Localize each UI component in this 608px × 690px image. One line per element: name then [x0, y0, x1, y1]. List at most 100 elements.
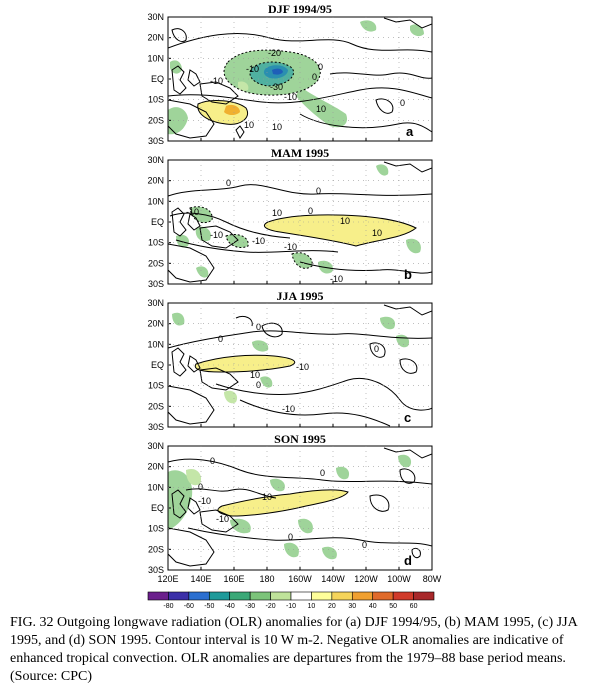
longitude-labels: 120E 140E 160E 180 160W 140W 120W 100W 80W — [157, 574, 441, 584]
svg-text:-10: -10 — [186, 207, 199, 217]
svg-text:0: 0 — [210, 456, 215, 466]
lat-label: EQ — [151, 74, 164, 84]
panel-a-tag: a — [406, 124, 414, 139]
panel-b: MAM 1995 — [147, 146, 433, 289]
svg-text:10: 10 — [372, 228, 382, 238]
lat-label: 20N — [147, 176, 164, 186]
svg-text:10: 10 — [316, 104, 326, 114]
lat-label: 10N — [147, 53, 164, 63]
lat-label: 20N — [147, 462, 164, 472]
panel-c-clabels: 0 0 0 10 -10 0 -10 — [218, 322, 379, 414]
colorbar-label: -50 — [204, 603, 214, 610]
panel-b-land — [168, 161, 432, 283]
lat-label: 30N — [147, 155, 164, 165]
lon-label: 160E — [223, 574, 244, 584]
colorbar-label: 40 — [369, 603, 377, 610]
colorbar-swatch — [147, 591, 169, 601]
lon-label: 120W — [354, 574, 378, 584]
lat-label: EQ — [151, 217, 164, 227]
panel-a-clabels: -20 -10 0 -10 -30 0 -10 10 10 10 0 — [210, 48, 405, 132]
colorbar-swatch — [208, 591, 231, 601]
lat-label: 30N — [147, 441, 164, 451]
colorbar-label: -20 — [266, 603, 276, 610]
colorbar-swatch — [392, 591, 414, 601]
lat-label: 10N — [147, 196, 164, 206]
lon-label: 120E — [157, 574, 178, 584]
colorbar-label: -80 — [163, 603, 173, 610]
lat-label: 30S — [148, 565, 164, 575]
colorbar-label: 10 — [308, 603, 316, 610]
colorbar-swatch — [372, 591, 394, 601]
lon-label: 100W — [387, 574, 411, 584]
svg-text:0: 0 — [400, 98, 405, 108]
panel-c-land — [168, 304, 432, 425]
lat-label: EQ — [151, 503, 164, 513]
lat-label: 30N — [147, 298, 164, 308]
lat-label: 10S — [148, 381, 164, 391]
lat-label: 30S — [148, 136, 164, 146]
panel-b-tag: b — [404, 267, 412, 282]
panel-b-clabels: 0 0 -10 -10 10 10 -10 0 10 -10 -10 — [186, 178, 382, 284]
lon-label: 140W — [321, 574, 345, 584]
panel-c: JJA 1995 — [147, 289, 433, 432]
lat-label: 20S — [148, 401, 164, 411]
panel-a: DJF 1994/95 — [147, 2, 433, 146]
svg-text:-10: -10 — [210, 76, 223, 86]
panel-d-lat-labels: 30N 20N 10N EQ 10S 20S 30S — [147, 441, 432, 575]
figure-caption: FIG. 32 Outgoing longwave radiation (OLR… — [10, 615, 577, 684]
panel-c-title: JJA 1995 — [276, 289, 323, 303]
panel-b-title: MAM 1995 — [271, 146, 329, 160]
svg-text:0: 0 — [316, 186, 321, 196]
svg-text:0: 0 — [320, 468, 325, 478]
colorbar-swatch — [229, 591, 251, 601]
colorbar-swatch — [351, 591, 374, 601]
panel-d-tag: d — [404, 553, 412, 568]
svg-text:-10: -10 — [246, 64, 259, 74]
lat-label: 10S — [148, 238, 164, 248]
colorbar-swatch — [311, 591, 333, 601]
svg-text:-10: -10 — [252, 236, 265, 246]
lon-label: 180 — [259, 574, 274, 584]
svg-text:-10: -10 — [282, 404, 295, 414]
colorbar-swatch — [331, 591, 353, 601]
panel-c-contours — [168, 315, 432, 427]
lon-label: 160W — [288, 574, 312, 584]
lat-label: 10N — [147, 482, 164, 492]
colorbar-label: -40 — [225, 603, 235, 610]
svg-text:10: 10 — [250, 370, 260, 380]
lat-label: 20N — [147, 319, 164, 329]
svg-text:0: 0 — [226, 178, 231, 188]
svg-text:-10: -10 — [210, 230, 223, 240]
svg-text:0: 0 — [312, 72, 317, 82]
lat-label: 10S — [148, 95, 164, 105]
panel-b-lat-labels: 30N 20N 10N EQ 10S 20S 30S — [147, 155, 432, 289]
svg-text:-30: -30 — [270, 82, 283, 92]
panel-d-shading — [168, 454, 412, 560]
svg-text:0: 0 — [362, 540, 367, 550]
svg-text:-10: -10 — [296, 362, 309, 372]
colorbar-swatch — [270, 591, 292, 601]
lat-label: 10S — [148, 524, 164, 534]
lat-label: 10N — [147, 339, 164, 349]
lat-label: 20S — [148, 258, 164, 268]
colorbar-label: -10 — [286, 603, 296, 610]
lat-label: 20S — [148, 544, 164, 554]
svg-text:10: 10 — [244, 120, 254, 130]
svg-text:0: 0 — [308, 206, 313, 216]
panel-a-title: DJF 1994/95 — [268, 2, 332, 16]
panel-a-land — [168, 17, 432, 139]
svg-text:-10: -10 — [198, 496, 211, 506]
colorbar-swatch — [413, 591, 435, 601]
svg-text:0: 0 — [198, 482, 203, 492]
panel-d-title: SON 1995 — [274, 432, 326, 446]
colorbar-swatch — [249, 591, 271, 601]
svg-text:-10: -10 — [284, 242, 297, 252]
svg-text:10: 10 — [340, 216, 350, 226]
lat-label: 30N — [147, 12, 164, 22]
colorbar-label: 30 — [348, 603, 356, 610]
panel-c-shading — [172, 312, 410, 404]
svg-text:10: 10 — [272, 122, 282, 132]
colorbar-label: 20 — [328, 603, 336, 610]
svg-text:0: 0 — [256, 380, 261, 390]
colorbar: -80 -60 -50 -40 -30 -20 -10 10 20 30 40 50 60 — [147, 591, 435, 610]
